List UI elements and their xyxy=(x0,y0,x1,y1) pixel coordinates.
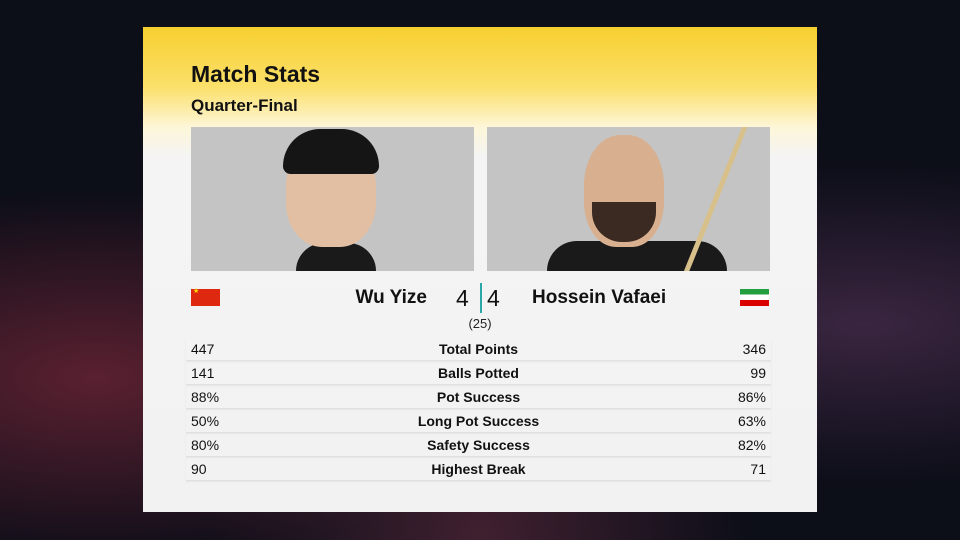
left-value: 141 xyxy=(191,364,215,381)
page-title: Match Stats xyxy=(191,61,321,87)
stat-label: Total Points xyxy=(438,340,519,357)
stat-row: 50% Long Pot Success 63% xyxy=(186,409,771,433)
left-value: 80% xyxy=(191,436,220,453)
stat-label: Long Pot Success xyxy=(417,412,540,429)
stat-row: 90 Highest Break 71 xyxy=(186,457,771,481)
right-value: 99 xyxy=(750,364,766,381)
left-value: 90 xyxy=(191,460,207,477)
stat-label: Safety Success xyxy=(427,436,530,453)
right-value: 63% xyxy=(737,412,766,429)
player-1-score: 4 xyxy=(456,285,469,311)
left-value: 447 xyxy=(191,340,215,357)
stat-row: 80% Safety Success 82% xyxy=(186,433,771,457)
china-flag-icon xyxy=(191,287,220,306)
player-2-photo xyxy=(487,127,770,271)
stat-label: Highest Break xyxy=(431,460,526,477)
match-stats-panel: Match Stats Quarter-Final Wu Yize 4 4 Ho… xyxy=(143,27,817,512)
score-separator xyxy=(480,283,482,313)
iran-flag-icon xyxy=(740,289,769,306)
frames-played: (25) xyxy=(468,316,492,331)
stat-row: 447 Total Points 346 xyxy=(186,337,771,361)
stat-label: Pot Success xyxy=(436,388,521,405)
player-2-score: 4 xyxy=(487,285,500,311)
right-value: 86% xyxy=(737,388,766,405)
right-value: 346 xyxy=(742,340,766,357)
stat-row: 141 Balls Potted 99 xyxy=(186,361,771,385)
player-2-name: Hossein Vafaei xyxy=(532,287,667,308)
player-1-photo xyxy=(191,127,474,271)
stats-table: 447 Total Points 346 141 Balls Potted 99 88%… xyxy=(186,337,771,481)
right-value: 82% xyxy=(737,436,766,453)
round-subtitle: Quarter-Final xyxy=(191,96,298,115)
left-value: 88% xyxy=(191,388,220,405)
stat-label: Balls Potted xyxy=(438,364,519,381)
player-1-name: Wu Yize xyxy=(355,287,427,308)
left-value: 50% xyxy=(191,412,220,429)
stat-row: 88% Pot Success 86% xyxy=(186,385,771,409)
right-value: 71 xyxy=(750,460,766,477)
